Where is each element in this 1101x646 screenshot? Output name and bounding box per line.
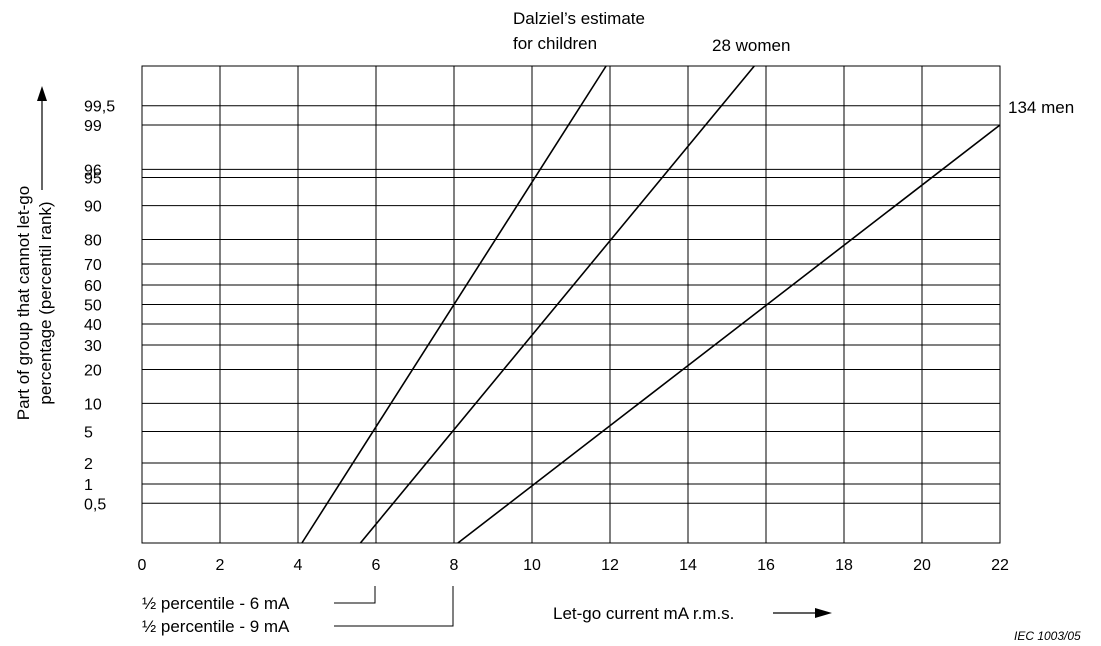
x-tick-label: 2 <box>216 557 225 574</box>
x-axis-arrow <box>773 608 832 618</box>
y-tick-label: 40 <box>84 317 102 334</box>
x-tick-label: 8 <box>450 557 459 574</box>
y-tick-label: 0,5 <box>84 496 106 513</box>
y-tick-label: 50 <box>84 298 102 315</box>
x-tick-label: 18 <box>835 557 853 574</box>
x-tick-label: 12 <box>601 557 619 574</box>
y-tick-label: 80 <box>84 233 102 250</box>
y-tick-label: 95 <box>84 171 102 188</box>
y-axis-arrow <box>37 86 47 190</box>
y-tick-label: 99,5 <box>84 99 115 116</box>
x-tick-label: 0 <box>138 557 147 574</box>
x-tick-labels: 0 2 4 6 8 10 12 14 16 18 20 22 <box>138 557 1009 574</box>
series-label-women: 28 women <box>712 36 790 55</box>
series-line-3 <box>457 124 1001 544</box>
x-tick-label: 20 <box>913 557 931 574</box>
x-tick-label: 16 <box>757 557 775 574</box>
grid <box>141 65 1001 544</box>
y-tick-label: 60 <box>84 278 102 295</box>
series-label-children-line2: for children <box>513 34 597 53</box>
x-tick-label: 14 <box>679 557 697 574</box>
annotation-6ma-leader <box>334 586 376 604</box>
y-tick-label: 96 <box>84 162 102 179</box>
x-tick-label: 10 <box>523 557 541 574</box>
y-tick-label: 10 <box>84 396 102 413</box>
y-tick-label: 90 <box>84 199 102 216</box>
annotation-9ma-leader <box>334 586 454 627</box>
series-line-2 <box>359 65 755 544</box>
y-axis-title-line1: Part of group that cannot let-go <box>14 186 33 420</box>
y-tick-label: 2 <box>84 456 93 473</box>
y-axis-title-line2: percentage (percentil rank) <box>36 201 55 404</box>
y-tick-label: 70 <box>84 257 102 274</box>
series-lines <box>301 65 1001 544</box>
series-line-1 <box>301 65 607 544</box>
series-label-children-line1: Dalziel’s estimate <box>513 9 645 28</box>
x-tick-label: 6 <box>372 557 381 574</box>
x-axis-title: Let-go current mA r.m.s. <box>553 604 734 623</box>
y-tick-label: 5 <box>84 424 93 441</box>
annotation-6ma: ½ percentile - 6 mA <box>142 594 290 613</box>
y-tick-label: 1 <box>84 477 93 494</box>
x-tick-label: 22 <box>991 557 1009 574</box>
y-tick-label: 30 <box>84 338 102 355</box>
x-tick-label: 4 <box>294 557 303 574</box>
iec-reference: IEC 1003/05 <box>1014 629 1081 643</box>
y-tick-label: 20 <box>84 362 102 379</box>
series-label-men: 134 men <box>1008 98 1074 117</box>
annotation-9ma: ½ percentile - 9 mA <box>142 617 290 636</box>
y-tick-label: 99 <box>84 118 102 135</box>
y-axis-title: Part of group that cannot let-go percent… <box>14 186 55 420</box>
